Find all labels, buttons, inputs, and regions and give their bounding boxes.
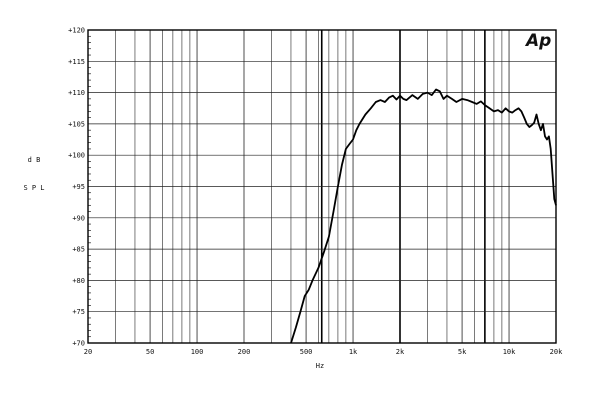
y-tick-label: +80: [72, 277, 85, 285]
y-tick-label: +100: [68, 152, 85, 160]
y-tick-label: +75: [72, 308, 85, 316]
y-tick-label: +110: [68, 89, 85, 97]
y-tick-label: +85: [72, 246, 85, 254]
x-tick-label: 50: [146, 348, 154, 356]
y-tick-label: +70: [72, 340, 85, 348]
x-tick-label: 100: [191, 348, 204, 356]
x-tick-label: 20k: [550, 348, 563, 356]
x-tick-label: 1k: [349, 348, 358, 356]
x-tick-label: 500: [300, 348, 313, 356]
y-axis-label-spl: S P L: [23, 184, 44, 192]
x-tick-label: 200: [238, 348, 251, 356]
y-tick-label: +95: [72, 183, 85, 191]
y-tick-label: +120: [68, 27, 85, 35]
x-tick-label: 10k: [503, 348, 516, 356]
x-tick-label: 5k: [458, 348, 467, 356]
x-tick-label: 2k: [396, 348, 405, 356]
ap-logo: Ap: [524, 31, 551, 51]
y-tick-label: +105: [68, 120, 85, 128]
spl-curve: [290, 88, 557, 344]
y-axis-label-db: d B: [28, 156, 41, 164]
y-tick-label: +115: [68, 58, 85, 66]
plot-frame: [87, 29, 557, 344]
x-axis-label: Hz: [316, 362, 324, 370]
x-tick-label: 20: [84, 348, 92, 356]
y-tick-label: +90: [72, 214, 85, 222]
